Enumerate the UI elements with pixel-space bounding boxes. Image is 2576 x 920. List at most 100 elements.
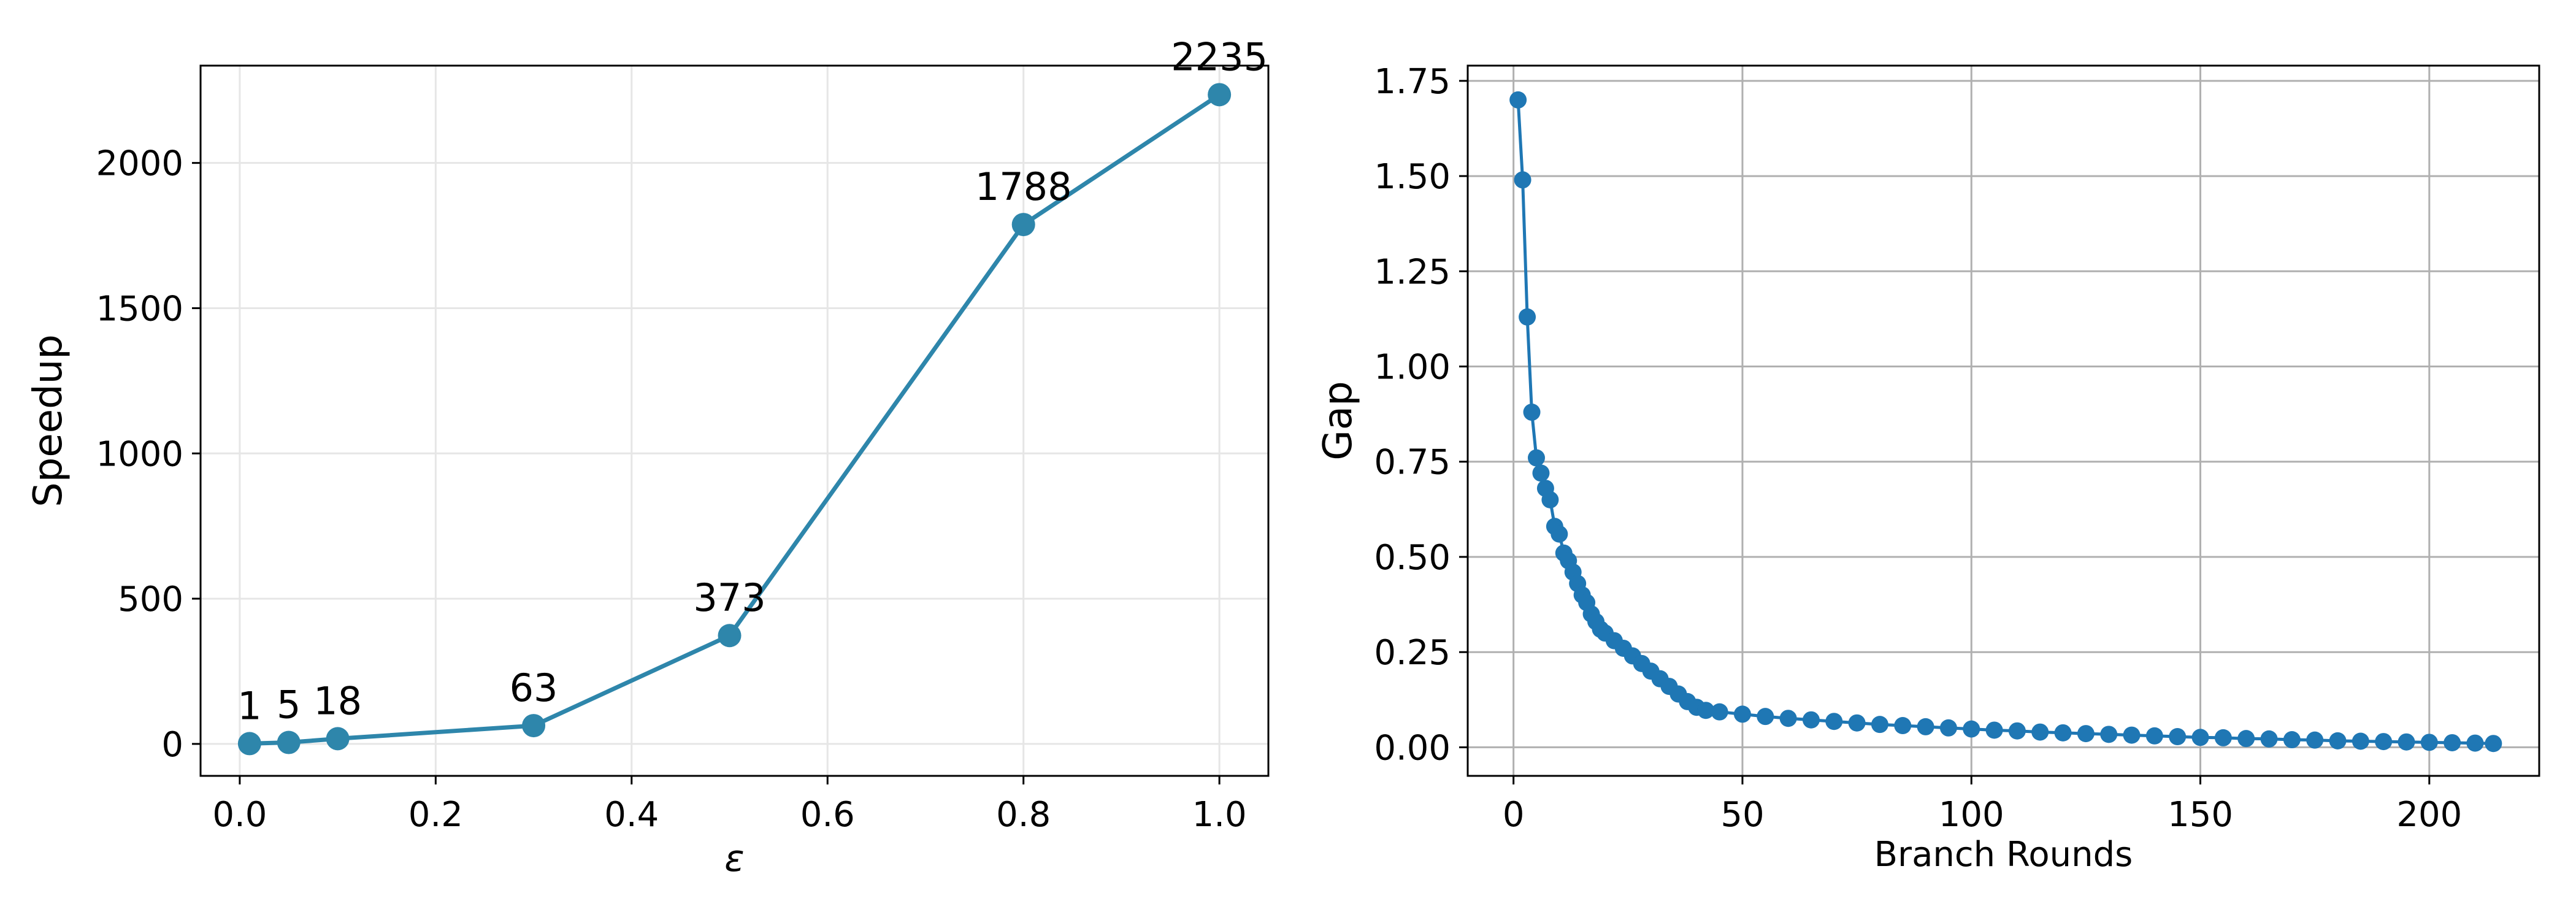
speedup-x-tick-label: 0.2 — [408, 795, 463, 835]
speedup-x-axis-label: ε — [724, 837, 744, 880]
gap-grid — [1468, 66, 2539, 776]
gap-y-tick-label: 0.75 — [1374, 443, 1451, 483]
gap-data-point — [2123, 726, 2141, 744]
gap-data-point — [1519, 308, 1536, 326]
gap-data-point — [2008, 722, 2026, 740]
gap-data-point — [1711, 703, 1728, 721]
speedup-y-tick-label: 500 — [118, 580, 183, 619]
gap-data-point — [1532, 464, 1550, 482]
gap-y-tick-label: 1.50 — [1374, 157, 1451, 197]
gap-data-point — [2398, 733, 2415, 751]
speedup-data-label: 5 — [277, 683, 301, 727]
gap-data-point — [1825, 713, 1843, 730]
gap-data-point — [2420, 734, 2438, 751]
speedup-points — [237, 83, 1232, 756]
gap-data-point — [1917, 718, 1934, 735]
gap-y-tick-label: 0.50 — [1374, 538, 1451, 578]
gap-data-point — [1963, 720, 1980, 738]
gap-data-point — [1939, 719, 1957, 737]
speedup-y-tick-label: 1500 — [96, 289, 183, 329]
gap-y-axis-label: Gap — [1316, 381, 1361, 460]
speedup-y-axis-label: Speedup — [26, 334, 71, 507]
speedup-x-tick-label: 0.0 — [212, 795, 267, 835]
gap-data-point — [1514, 171, 1531, 189]
gap-data-point — [2100, 726, 2118, 743]
gap-data-point — [1541, 491, 1559, 508]
gap-data-point — [1779, 710, 1797, 727]
speedup-x-tick-label: 0.4 — [604, 795, 659, 835]
speedup-data-point — [1011, 213, 1035, 237]
gap-data-point — [2237, 730, 2255, 748]
gap-data-point — [2375, 733, 2393, 751]
gap-plot-frame — [1466, 64, 2540, 777]
gap-x-ticks: 0 50 100 150 200 — [1503, 776, 2462, 835]
speedup-data-point — [237, 732, 261, 756]
speedup-x-tick-label: 0.6 — [800, 795, 855, 835]
gap-data-point — [2169, 728, 2187, 746]
gap-data-point — [2485, 735, 2502, 753]
gap-x-tick-label: 150 — [2168, 795, 2233, 835]
speedup-data-label: 2235 — [1171, 34, 1268, 79]
gap-data-point — [1733, 705, 1751, 723]
gap-data-point — [1523, 404, 1541, 421]
gap-data-point — [1527, 449, 1545, 467]
speedup-plot-frame — [199, 64, 1270, 777]
speedup-y-tick-label: 1000 — [96, 434, 183, 474]
speedup-data-label: 373 — [693, 575, 765, 620]
gap-x-tick-label: 200 — [2396, 795, 2462, 835]
gap-data-point — [2054, 724, 2072, 742]
speedup-y-tick-label: 0 — [161, 725, 183, 765]
gap-y-tick-label: 0.25 — [1374, 633, 1451, 673]
gap-points — [1509, 91, 2502, 753]
speedup-y-tick-label: 2000 — [96, 144, 183, 184]
speedup-data-point — [718, 624, 742, 648]
speedup-series — [249, 93, 1221, 746]
speedup-grid — [201, 66, 1268, 776]
gap-data-point — [2145, 727, 2163, 745]
gap-data-point — [2306, 731, 2324, 749]
gap-y-tick-label: 1.75 — [1374, 62, 1451, 102]
gap-data-point — [1894, 717, 1912, 735]
speedup-data-label: 18 — [313, 678, 362, 723]
gap-data-point — [2260, 730, 2278, 748]
gap-data-point — [1802, 711, 1820, 729]
speedup-data-labels: 1 5 18 63 373 1788 2235 — [237, 34, 1268, 728]
gap-data-point — [2191, 729, 2209, 746]
speedup-data-point — [1208, 83, 1232, 107]
speedup-x-tick-label: 0.8 — [996, 795, 1051, 835]
speedup-x-tick-label: 1.0 — [1192, 795, 1247, 835]
gap-y-tick-label: 1.25 — [1374, 252, 1451, 292]
gap-data-point — [2352, 732, 2369, 750]
gap-data-point — [1697, 702, 1715, 719]
gap-data-point — [1757, 708, 1774, 726]
gap-data-point — [1509, 91, 1527, 109]
gap-series-line — [1516, 99, 2494, 745]
speedup-x-ticks: 0.0 0.2 0.4 0.6 0.8 1.0 — [212, 776, 1247, 835]
gap-y-tick-label: 1.00 — [1374, 348, 1451, 388]
gap-data-point — [2444, 734, 2461, 751]
speedup-chart: 1 5 18 63 373 1788 2235 0.0 0.2 0.4 0.6 0.8 1.0 0 50… — [26, 34, 1270, 880]
gap-data-point — [2283, 731, 2301, 749]
speedup-data-label: 1 — [237, 683, 261, 728]
gap-data-point — [1848, 714, 1866, 732]
speedup-data-point — [522, 714, 546, 738]
gap-x-tick-label: 0 — [1503, 795, 1525, 835]
gap-data-point — [2466, 734, 2484, 752]
gap-data-point — [1871, 716, 1888, 734]
gap-y-tick-label: 0.00 — [1374, 728, 1451, 768]
gap-data-point — [2077, 725, 2095, 743]
gap-x-tick-label: 100 — [1939, 795, 2004, 835]
speedup-data-label: 63 — [510, 665, 558, 710]
gap-series — [1516, 99, 2494, 745]
gap-y-ticks: 0.00 0.25 0.50 0.75 1.00 1.25 1.50 1.75 — [1374, 62, 1468, 768]
gap-data-point — [2329, 732, 2347, 749]
speedup-data-point — [277, 730, 301, 754]
gap-data-point — [2031, 723, 2049, 741]
speedup-y-ticks: 0 500 1000 1500 2000 — [96, 144, 201, 765]
gap-chart: 0 50 100 150 200 0.00 0.25 0.50 0.75 1.00 1.25 1.5… — [1316, 62, 2540, 875]
gap-x-tick-label: 50 — [1720, 795, 1764, 835]
speedup-data-label: 1788 — [975, 164, 1072, 209]
speedup-series-line — [249, 93, 1221, 746]
gap-data-point — [1551, 525, 1568, 543]
